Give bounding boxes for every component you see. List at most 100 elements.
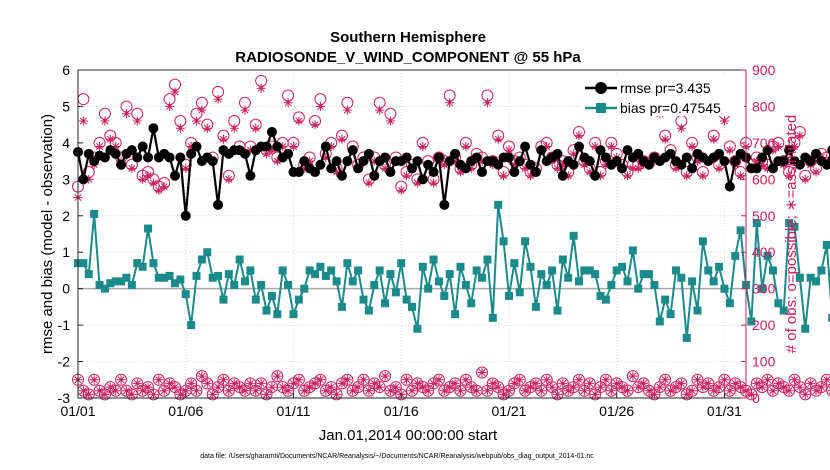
obs-assimilated-marker (213, 94, 223, 104)
bias-point (203, 248, 212, 257)
obs-assimilated-marker (526, 382, 536, 392)
bias-point (214, 271, 223, 280)
obs-possible-marker (330, 388, 343, 401)
obs-assimilated-marker (272, 371, 282, 381)
rmse-point (315, 159, 326, 170)
obs-assimilated-marker (197, 105, 207, 115)
bias-point (127, 281, 136, 290)
bias-point (284, 281, 293, 290)
obs-assimilated-marker (84, 389, 94, 399)
obs-possible-marker (217, 373, 230, 386)
obs-possible-marker (152, 373, 165, 386)
rmse-point (767, 163, 778, 174)
rmse-point (784, 145, 795, 156)
obs-assimilated-marker (412, 378, 422, 388)
bias-point (181, 290, 190, 299)
obs-assimilated-marker (461, 375, 471, 385)
obs-assimilated-marker (612, 378, 622, 388)
rmse-point (347, 145, 358, 156)
obs-assimilated-marker (547, 382, 557, 392)
rmse-point (557, 170, 568, 181)
rmse-point (164, 152, 175, 163)
obs-assimilated-marker (542, 375, 552, 385)
obs-assimilated-marker (682, 389, 692, 399)
obs-assimilated-marker (579, 386, 589, 396)
rmse-point (622, 145, 633, 156)
rmse-point (751, 163, 762, 174)
bias-point (671, 266, 680, 275)
bias-point (515, 288, 524, 297)
obs-possible-marker (659, 373, 672, 386)
obs-assimilated-marker (450, 378, 460, 388)
obs-assimilated-marker (563, 386, 573, 396)
bias-point (300, 284, 309, 293)
rmse-point (148, 123, 159, 134)
left-tick-label: 6 (62, 62, 70, 78)
bias-point (413, 324, 422, 333)
obs-possible-marker (147, 388, 160, 401)
obs-possible-marker (476, 366, 489, 379)
obs-assimilated-marker (197, 371, 207, 381)
bias-point (381, 299, 390, 308)
obs-assimilated-marker (165, 101, 175, 111)
obs-assimilated-marker (175, 123, 185, 133)
obs-assimilated-marker (693, 156, 703, 166)
obs-assimilated-marker (380, 163, 390, 173)
rmse-point (272, 141, 283, 152)
bias-point (273, 310, 282, 319)
bias-point (510, 259, 519, 268)
obs-assimilated-marker (143, 382, 153, 392)
obs-assimilated-marker (558, 378, 568, 388)
obs-assimilated-marker (633, 163, 643, 173)
rmse-point (126, 145, 137, 156)
legend-bias-marker (596, 103, 606, 113)
obs-assimilated-marker (649, 389, 659, 399)
rmse-point (116, 159, 127, 170)
bias-point (763, 251, 772, 260)
obs-assimilated-marker (499, 389, 509, 399)
obs-assimilated-marker (181, 163, 191, 173)
bias-point (531, 302, 540, 311)
bias-point (774, 299, 783, 308)
obs-possible-marker (799, 388, 812, 401)
obs-possible-marker (379, 370, 392, 383)
right-axis-ticks: 0 100 200 300 400 500 600 700 800 900 (741, 62, 776, 406)
rmse-point (439, 199, 450, 210)
rmse-point (83, 148, 94, 159)
obs-assimilated-marker (752, 156, 762, 166)
obs-assimilated-marker (655, 382, 665, 392)
obs-assimilated-marker (294, 375, 304, 385)
rmse-point (493, 159, 504, 170)
obs-assimilated-marker (315, 101, 325, 111)
obs-assimilated-marker (154, 185, 164, 195)
obs-assimilated-marker (375, 105, 385, 115)
bias-point (461, 281, 470, 290)
bias-point (95, 281, 104, 290)
obs-assimilated-marker (170, 382, 180, 392)
rmse-point (137, 141, 148, 152)
bias-series (74, 200, 830, 342)
obs-assimilated-marker (601, 160, 611, 170)
obs-assimilated-marker (186, 378, 196, 388)
obs-assimilated-marker (763, 375, 773, 385)
bias-point (165, 271, 174, 280)
rmse-point (283, 148, 294, 159)
obs-assimilated-marker (278, 382, 288, 392)
x-axis-ticks: 01/01 01/06 01/11 01/16 01/21 01/26 01/31 (60, 393, 742, 419)
obs-assimilated-marker (499, 171, 509, 181)
obs-assimilated-marker (628, 163, 638, 173)
rmse-point (240, 148, 250, 159)
obs-assimilated-marker (127, 389, 137, 399)
bias-point (117, 277, 126, 286)
bias-point (84, 270, 93, 279)
bias-point (628, 246, 637, 255)
rmse-point (132, 152, 143, 163)
bias-point (197, 255, 206, 264)
bias-point (494, 200, 503, 209)
obs-assimilated-marker (165, 378, 175, 388)
obs-assimilated-marker (434, 375, 444, 385)
right-tick-label: 200 (752, 317, 776, 333)
x-tick-label: 01/26 (599, 403, 634, 419)
bias-point (100, 284, 109, 293)
bias-point (149, 259, 158, 268)
